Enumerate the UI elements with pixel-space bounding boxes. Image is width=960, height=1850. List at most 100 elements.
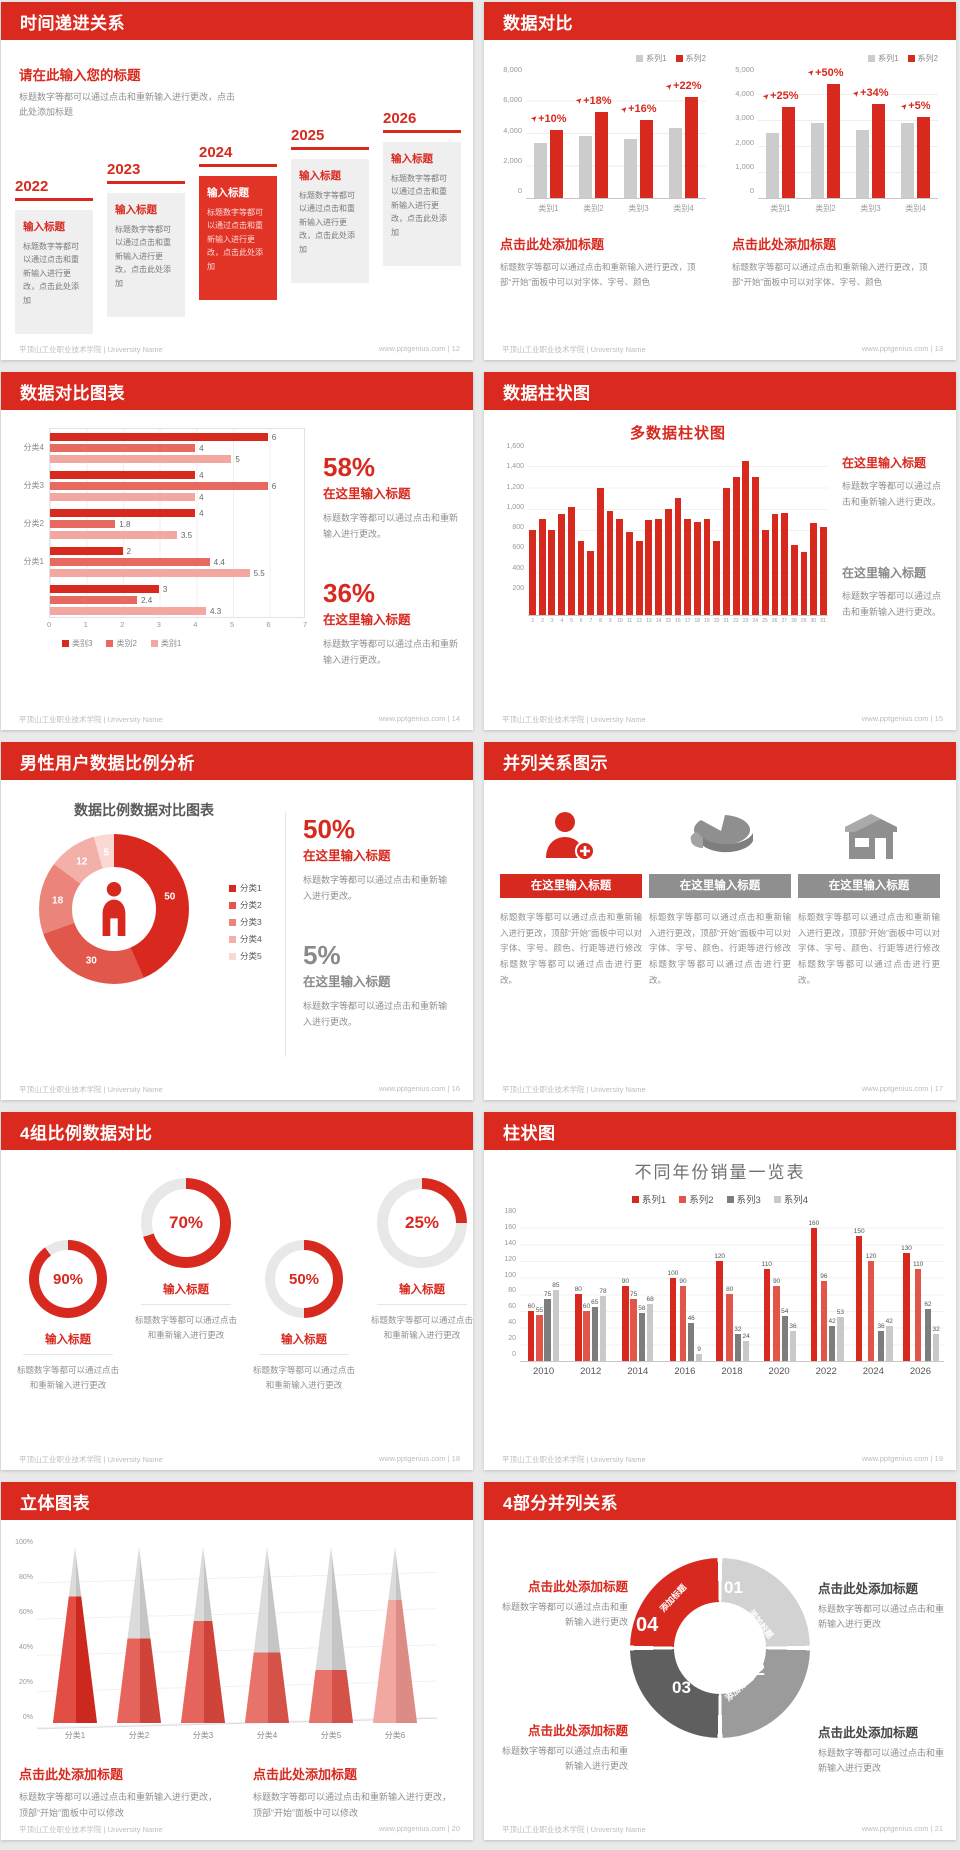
slide-header: 男性用户数据比例分析 <box>1 742 473 780</box>
bar-wrap: 9 <box>695 1346 703 1361</box>
value-label: 42 <box>885 1318 893 1325</box>
axis-tick-label: 29 <box>800 618 807 624</box>
slide-17-parallel-relationship[interactable]: 并列关系图示 在这里输入标题 标题数字等都可以通过点击和重新输入进行更改，顶部“… <box>484 742 956 1100</box>
value-label: 36 <box>789 1323 797 1330</box>
stat-value: 58% <box>323 452 376 482</box>
footer-site-page: www.pptgenius.com | 17 <box>861 1084 943 1093</box>
stat-heading: 在这里输入标题 <box>323 487 411 501</box>
slide-20-cone-chart[interactable]: 立体图表 100% 80% 60% 40% 20% 0% 分类1 分类2 分类3 分类4 分类5 分… <box>1 1482 473 1840</box>
slide-13-data-compare[interactable]: 数据对比 系列1 系列2 8,000 6,000 4,000 2,000 0 ➤ +10% ➤ +1… <box>484 2 956 360</box>
plot-area: 60 55 75 85 80 60 65 78 90 75 58 68 100 90 46 9 120 80 32 2… <box>520 1212 944 1362</box>
bar-group: ➤ +5% <box>893 69 938 198</box>
legend-swatch <box>229 884 236 892</box>
slide-footer: 平顶山工业职业技术学院 | University Name www.pptgeni… <box>19 1824 460 1835</box>
axis-tick-label: 分类2 <box>23 518 44 528</box>
bar <box>695 1353 703 1361</box>
slide-14-hbar-chart[interactable]: 数据对比图表 分类4 分类3 分类2 分类1 6 4 5 4 6 4 4 1.8 3.5 2 4.4 5.5 3… <box>1 372 473 730</box>
bar <box>527 1311 535 1361</box>
bar <box>50 455 232 463</box>
axis-tick-label: 5 <box>229 620 235 629</box>
legend-label: 分类4 <box>240 934 262 944</box>
axis-tick-label: 7 <box>302 620 308 629</box>
axis-tick-label: 4 <box>193 620 198 629</box>
stat-block: 5% 在这里输入标题 标题数字等都可以通过点击和重新输入进行更改。 <box>303 942 455 1030</box>
caption-body: 标题数字等都可以通过点击和重新输入进行更改，顶部“开始”面板中可以修改 <box>253 1792 452 1819</box>
bar-row: 4 <box>50 444 304 453</box>
text-block: 点击此处添加标题 标题数字等都可以通过点击和重新输入进行更改 <box>500 1720 628 1775</box>
value-label: 36 <box>877 1323 885 1330</box>
value-label: 1.8 <box>119 519 131 529</box>
column-banner: 在这里输入标题 <box>500 874 642 898</box>
value-label: 32 <box>734 1326 742 1334</box>
axis-tick-label: 1,000 <box>506 503 524 511</box>
parallel-column: 在这里输入标题 标题数字等都可以通过点击和重新输入进行更改，顶部“开始”面板中可… <box>798 800 940 989</box>
chart-plot-row: 180 160 140 120 100 80 60 40 20 0 60 55 75 85 80 60 65 78… <box>494 1208 946 1362</box>
slide-footer: 平顶山工业职业技术学院 | University Name www.pptgeni… <box>19 344 460 355</box>
value-label: 60 <box>582 1303 591 1310</box>
value-label: 54 <box>781 1308 789 1315</box>
item-heading: 输入标题 <box>163 1284 209 1296</box>
legend-item: 系列1 <box>636 53 667 64</box>
bar <box>583 1311 590 1361</box>
bar-group: 60 55 75 85 <box>520 1212 567 1361</box>
slide-title: 数据对比图表 <box>20 383 125 403</box>
stat-block: 50% 在这里输入标题 标题数字等都可以通过点击和重新输入进行更改。 <box>303 816 455 904</box>
bar <box>903 1252 910 1361</box>
value-label: 120 <box>714 1253 726 1260</box>
bar <box>723 487 730 615</box>
bar <box>567 506 575 615</box>
slide-15-column-chart[interactable]: 数据柱状图 多数据柱状图 1,600 1,400 1,200 1,000 800 600 4… <box>484 372 956 730</box>
value-label: 3 <box>162 584 168 594</box>
axis-tick-label: 分类4 <box>256 1731 278 1740</box>
legend-item: 分类3 <box>229 916 262 928</box>
bar-group: 110 90 54 36 <box>756 1212 803 1361</box>
timeline-step: 2025 输入标题 标题数字等都可以通过点击和重新输入进行更改，点击此处添加 <box>291 127 369 283</box>
bar <box>577 540 585 615</box>
axis-tick-label: 3 <box>156 620 161 629</box>
slide-19-grouped-bar-chart[interactable]: 柱状图 不同年份销量一览表 系列1 系列2 系列3 系列4 180 160 140 120 1… <box>484 1112 956 1470</box>
bar-wrap: 85 <box>552 1282 560 1361</box>
bar <box>655 519 662 615</box>
growth-arrow-icon: ➤ <box>618 103 630 115</box>
axis-tick-label: 15 <box>665 618 672 624</box>
parallel-column: 在这里输入标题 标题数字等都可以通过点击和重新输入进行更改，顶部“开始”面板中可… <box>500 800 642 989</box>
x-axis: 2010 2012 2014 2016 2018 2020 2022 2024 2026 <box>520 1366 944 1377</box>
bar-row: 4.3 <box>50 607 304 616</box>
bar-chart: 系列1 系列2 8,000 6,000 4,000 2,000 0 ➤ +10% ➤ +18% ➤ +1… <box>500 52 706 214</box>
bar <box>886 1326 893 1361</box>
bar <box>544 1298 551 1361</box>
value-label: 160 <box>808 1219 820 1227</box>
axis-tick-label: 分类6 <box>384 1731 406 1740</box>
footer-site-page: www.pptgenius.com | 14 <box>378 714 460 723</box>
value-label: 65 <box>591 1298 599 1306</box>
bar-group: ➤ +18% <box>571 69 616 198</box>
slide-footer: 平顶山工业职业技术学院 | University Name www.pptgeni… <box>19 1454 460 1465</box>
slide-16-donut-analysis[interactable]: 男性用户数据比例分析 数据比例数据对比图表 50 30 18 12 5 分类1 分类2 分类… <box>1 742 473 1100</box>
text-block: 点击此处添加标题 标题数字等都可以通过点击和重新输入进行更改 <box>500 1576 628 1631</box>
slide-header: 立体图表 <box>1 1482 473 1520</box>
legend-label: 分类3 <box>240 917 262 927</box>
bar-row: 3.5 <box>50 531 304 540</box>
card-title: 输入标题 <box>207 187 249 199</box>
bar <box>828 1326 836 1361</box>
slide-18-progress-rings[interactable]: 4组比例数据对比 90% 输入标题 标题数字等都可以通过点击和重新输入进行更改 … <box>1 1112 473 1470</box>
bar-wrap: 90 <box>773 1278 780 1361</box>
footer-university: 平顶山工业职业技术学院 | University Name <box>502 1085 646 1094</box>
stat-body: 标题数字等都可以通过点击和重新输入进行更改。 <box>323 639 459 666</box>
y-axis: 5,000 4,000 3,000 2,000 1,000 0 <box>732 65 758 195</box>
slide-21-four-part-ring[interactable]: 4部分并列关系 01 添加标题 02 添加标题 03 添加标题 04 添加标题 点击此处添加标… <box>484 1482 956 1840</box>
axis-tick-label: 200 <box>512 584 524 592</box>
timeline-card: 输入标题 标题数字等都可以通过点击和重新输入进行更改，点击此处添加 <box>199 176 277 300</box>
caption-heading: 点击此处添加标题 <box>19 1767 124 1782</box>
column-body: 标题数字等都可以通过点击和重新输入进行更改，顶部“开始”面板中可以对字体、字号、… <box>649 912 791 985</box>
axis-tick-label: 31 <box>820 618 826 624</box>
value-label: 4 <box>199 470 204 480</box>
slide-12-timeline[interactable]: 时间递进关系 请在此输入您的标题 标题数字等都可以通过点击和重新输入进行更改，点… <box>1 2 473 360</box>
bar-group: ➤ +10% <box>526 69 571 198</box>
axis-tick-label: 1,000 <box>735 161 754 171</box>
bar <box>752 476 759 615</box>
axis-tick-label: 11 <box>626 618 633 624</box>
footer-university: 平顶山工业职业技术学院 | University Name <box>502 345 646 354</box>
parallel-column: 在这里输入标题 标题数字等都可以通过点击和重新输入进行更改，顶部“开始”面板中可… <box>649 800 791 989</box>
divider <box>377 1304 467 1305</box>
